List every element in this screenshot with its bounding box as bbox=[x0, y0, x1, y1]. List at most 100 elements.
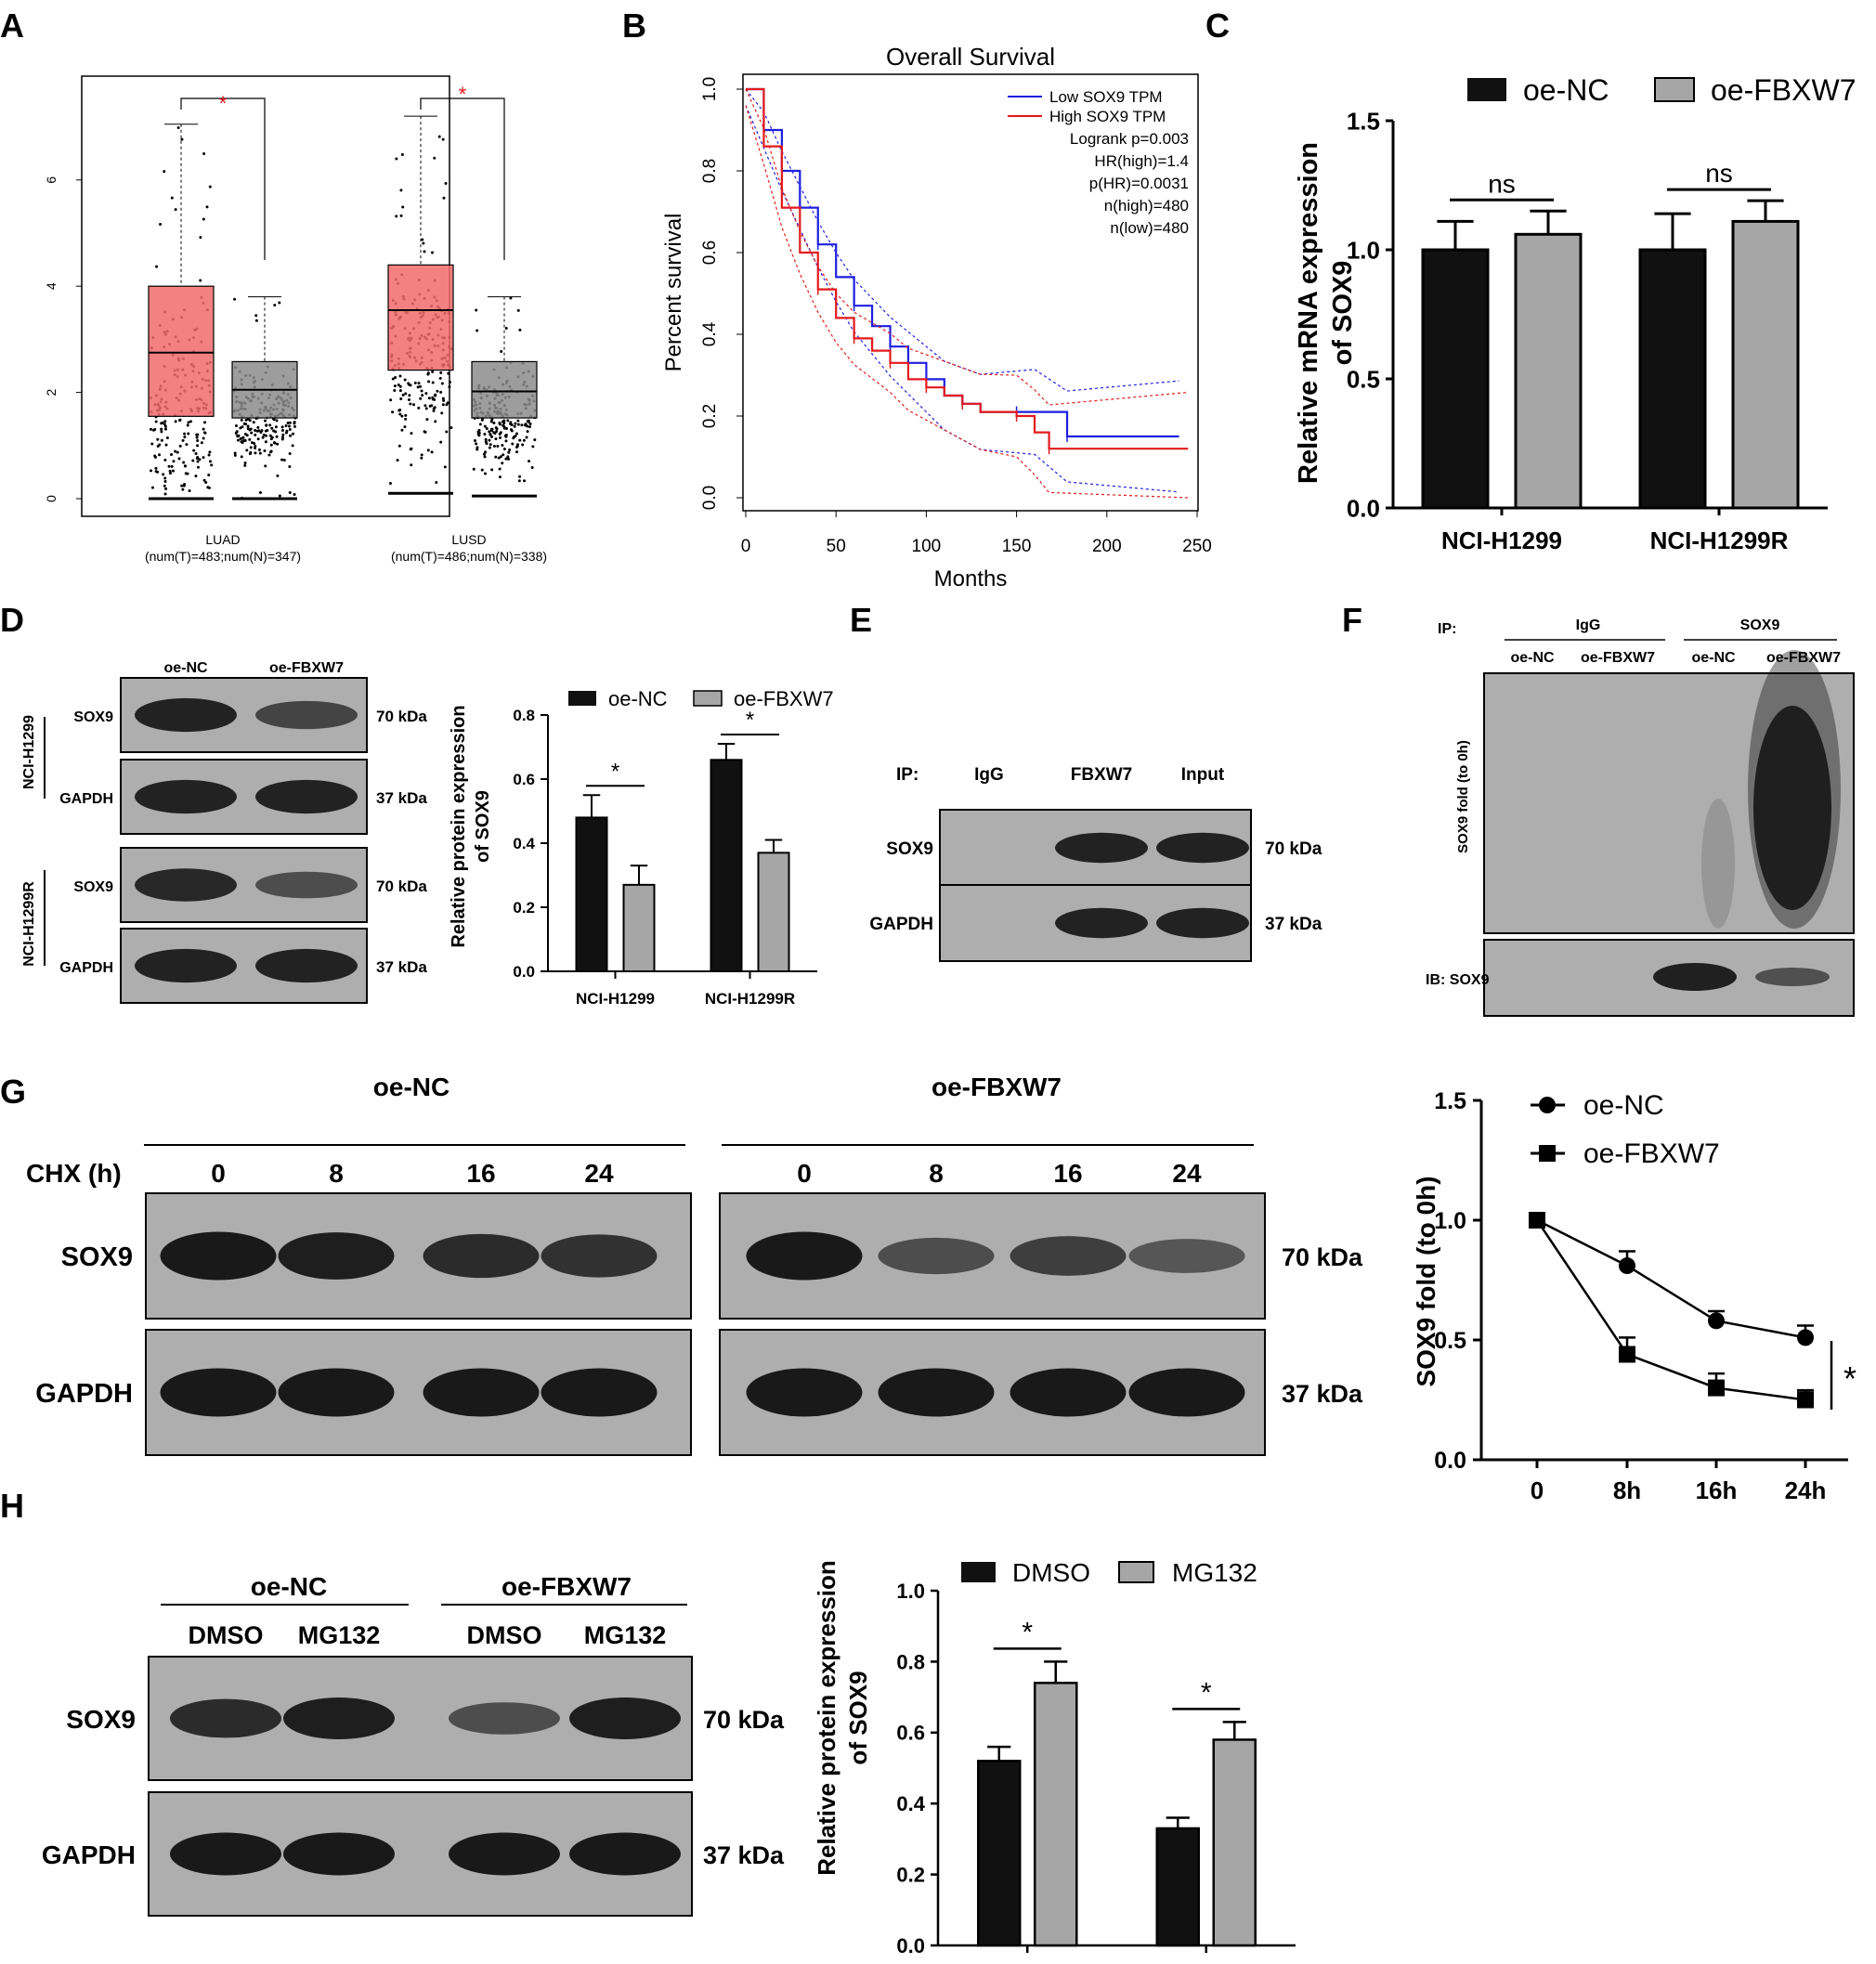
panel-a-point bbox=[399, 189, 403, 192]
panel-b-legend-high: High SOX9 TPM bbox=[1049, 108, 1166, 125]
panel-a-point bbox=[158, 453, 162, 457]
panel-a-point bbox=[196, 439, 200, 443]
panel-a-point bbox=[434, 420, 437, 423]
panel-a-point bbox=[506, 419, 510, 423]
panel-a-point bbox=[200, 441, 203, 445]
panel-a-point bbox=[154, 420, 158, 423]
panel-a-point bbox=[393, 384, 397, 388]
panel-a-point bbox=[528, 460, 531, 463]
panel-a-point bbox=[288, 427, 292, 431]
panel-a-point bbox=[439, 371, 443, 374]
panel-g-legend-fbxw7: oe-FBXW7 bbox=[1583, 1138, 1720, 1169]
panel-a-point bbox=[187, 421, 190, 424]
panel-f-group-igg: IgG bbox=[1576, 618, 1601, 633]
panel-a-point bbox=[494, 437, 498, 441]
panel-c-legend-nc-swatch bbox=[1467, 78, 1506, 101]
panel-a-y-tick-label: 4 bbox=[44, 282, 59, 290]
panel-b-legend-low: Low SOX9 TPM bbox=[1049, 88, 1163, 106]
panel-g-y-label: SOX9 fold (to 0h) bbox=[1412, 1176, 1440, 1386]
panel-a-point bbox=[170, 464, 174, 468]
panel-g-blot-band bbox=[423, 1368, 540, 1417]
panel-a-point bbox=[431, 370, 435, 373]
panel-f-lane-4: oe-FBXW7 bbox=[1766, 650, 1841, 666]
panel-a-point bbox=[502, 422, 506, 425]
panel-a-point bbox=[502, 426, 506, 430]
panel-a-point bbox=[504, 435, 508, 438]
panel-a-point bbox=[423, 404, 427, 408]
panel-a-point bbox=[288, 491, 292, 495]
panel-a-star-luad: * bbox=[219, 92, 228, 115]
panel-a-point bbox=[150, 486, 154, 489]
panel-a-point bbox=[391, 377, 395, 381]
panel-a-point bbox=[176, 126, 180, 130]
panel-b-y-tick-label: 0.8 bbox=[700, 159, 720, 183]
panel-a-point bbox=[163, 492, 167, 496]
panel-d-cell-line-2: NCI-H1299R bbox=[21, 881, 37, 967]
panel-a-point bbox=[418, 384, 422, 388]
panel-a-point bbox=[516, 423, 520, 426]
panel-g-legend-fbxw7-marker bbox=[1539, 1145, 1556, 1162]
panel-a-point bbox=[443, 465, 447, 469]
panel-a-point bbox=[497, 456, 501, 460]
panel-a-point bbox=[448, 380, 451, 384]
panel-a-point bbox=[203, 431, 207, 435]
panel-a-point bbox=[288, 421, 292, 424]
panel-h-group-oe-fbxw7: oe-FBXW7 bbox=[502, 1572, 632, 1601]
panel-a-point bbox=[276, 442, 280, 446]
panel-a-point bbox=[442, 196, 446, 200]
panel-b-x-label: Months bbox=[934, 566, 1008, 592]
panel-f-ib-label: IB: SOX9 bbox=[1426, 972, 1490, 988]
panel-a-point bbox=[163, 423, 166, 426]
panel-a-point bbox=[419, 397, 423, 400]
panel-d-bar bbox=[622, 883, 656, 972]
panel-g-group-oe-nc: oe-NC bbox=[373, 1073, 449, 1101]
panel-a-point bbox=[202, 478, 206, 482]
panel-d-blot-band bbox=[135, 779, 237, 814]
panel-a-point bbox=[517, 479, 521, 483]
panel-f-ib-band bbox=[1653, 963, 1737, 991]
panel-b-curves bbox=[745, 87, 1189, 499]
panel-a-point bbox=[163, 427, 167, 431]
panel-a-point bbox=[176, 450, 179, 454]
panel-a-label-lusd: LUSD bbox=[451, 532, 486, 547]
panel-d-blot-band bbox=[255, 871, 358, 899]
panel-a-point bbox=[438, 376, 442, 380]
panel-a-point bbox=[498, 475, 502, 479]
panel-a-point bbox=[286, 422, 290, 425]
panel-d-row-label: SOX9 bbox=[73, 879, 113, 895]
panel-a-point bbox=[488, 438, 491, 442]
panel-h-legend-dmso: DMSO bbox=[1012, 1558, 1090, 1587]
panel-c-bar bbox=[1514, 232, 1583, 510]
panel-a-point bbox=[437, 135, 441, 138]
panel-a-point bbox=[268, 450, 272, 454]
panel-a-point bbox=[490, 468, 494, 472]
panel-d-legend-fbxw7: oe-FBXW7 bbox=[734, 687, 834, 710]
panel-a-point bbox=[388, 481, 392, 485]
panel-a-y-tick-label: 2 bbox=[44, 388, 59, 396]
panel-a-point bbox=[431, 381, 435, 384]
panel-a-point bbox=[171, 469, 175, 473]
panel-a-point bbox=[483, 424, 487, 428]
panel-d-legend-nc: oe-NC bbox=[608, 687, 668, 710]
panel-b-y-tick-label: 0.0 bbox=[700, 486, 720, 510]
panel-a-point bbox=[424, 407, 428, 410]
panel-a-point bbox=[485, 427, 489, 431]
panel-a-point bbox=[163, 424, 167, 428]
panel-a-sublabel-luad: (num(T)=483;num(N)=347) bbox=[145, 549, 301, 564]
panel-a-point bbox=[258, 451, 262, 455]
panel-a-point bbox=[435, 481, 438, 485]
panel-a-point bbox=[492, 431, 496, 435]
panel-g-blot-band bbox=[746, 1368, 863, 1417]
panel-a-point bbox=[183, 436, 187, 439]
panel-a-point bbox=[410, 463, 413, 467]
panel-g-marker-fbxw7 bbox=[1797, 1391, 1814, 1409]
panel-a-point bbox=[433, 406, 436, 410]
panel-b-stat-hr: HR(high)=1.4 bbox=[1094, 152, 1189, 170]
panel-a-point bbox=[281, 433, 285, 436]
panel-a-point bbox=[185, 443, 189, 447]
panel-a-point bbox=[156, 470, 160, 474]
panel-a-point bbox=[262, 433, 266, 436]
panel-a-point bbox=[489, 432, 492, 436]
panel-e-blots: SOX9 70 kDa GAPDH 37 kDa bbox=[869, 809, 1322, 962]
panel-a-point bbox=[268, 423, 272, 427]
